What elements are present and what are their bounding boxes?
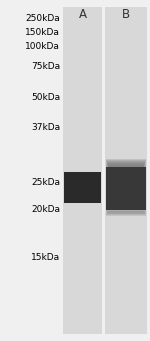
- Bar: [64, 172, 101, 203]
- Text: B: B: [122, 8, 130, 20]
- Bar: [108, 211, 144, 213]
- Bar: [108, 211, 144, 212]
- Text: 100kDa: 100kDa: [25, 42, 60, 50]
- Bar: [107, 162, 145, 167]
- Text: 75kDa: 75kDa: [31, 62, 60, 71]
- Bar: [107, 211, 145, 214]
- Bar: [108, 163, 144, 167]
- Bar: [108, 165, 144, 167]
- Bar: [106, 160, 146, 167]
- Text: 25kDa: 25kDa: [31, 178, 60, 187]
- Text: 150kDa: 150kDa: [25, 28, 60, 37]
- Text: 20kDa: 20kDa: [31, 205, 60, 214]
- Bar: [63, 7, 102, 334]
- Text: 37kDa: 37kDa: [31, 123, 60, 132]
- Bar: [109, 166, 143, 167]
- Bar: [106, 210, 146, 215]
- Bar: [108, 164, 144, 167]
- Text: 250kDa: 250kDa: [25, 14, 60, 23]
- Text: 50kDa: 50kDa: [31, 93, 60, 102]
- Bar: [106, 210, 146, 216]
- Bar: [105, 7, 147, 334]
- Text: 15kDa: 15kDa: [31, 253, 60, 262]
- Text: A: A: [78, 8, 87, 20]
- Bar: [107, 161, 145, 167]
- Bar: [106, 167, 146, 210]
- Bar: [106, 159, 146, 167]
- Bar: [107, 210, 145, 214]
